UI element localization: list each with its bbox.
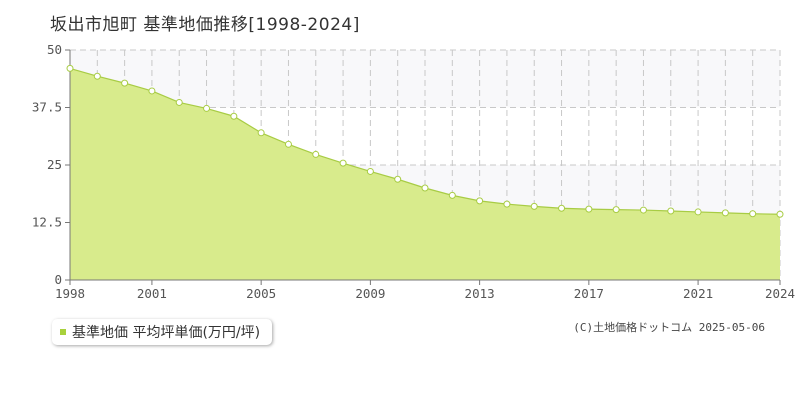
data-point	[721, 209, 729, 217]
data-point	[394, 175, 402, 183]
data-point	[175, 98, 183, 106]
x-tick-label: 2001	[137, 286, 167, 301]
data-point	[503, 200, 511, 208]
y-tick-label: 25	[47, 157, 62, 172]
x-tick-label: 2005	[246, 286, 276, 301]
x-tick-label: 1998	[55, 286, 85, 301]
data-point	[121, 79, 129, 87]
data-point	[530, 202, 538, 210]
data-point	[257, 129, 265, 137]
data-point	[66, 64, 74, 72]
tick-labels: 0 12.5 25 37.5 50 1998 2001 2005 2009 2013 2017 202…	[32, 42, 795, 301]
data-point	[421, 184, 429, 192]
chart: 0 12.5 25 37.5 50 1998 2001 2005 2009 2013 2017 202…	[32, 42, 795, 301]
x-tick-label: 2024	[765, 286, 795, 301]
y-tick-label: 0	[54, 272, 62, 287]
data-point	[667, 207, 675, 215]
copyright-text: (C)土地価格ドットコム 2025-05-06	[573, 321, 765, 334]
chart-title: 坂出市旭町 基準地価推移[1998-2024]	[50, 15, 360, 35]
data-point	[476, 197, 484, 205]
y-tick-label: 50	[47, 42, 62, 57]
data-point	[148, 87, 156, 95]
plot-band	[70, 50, 780, 108]
y-tick-label: 12.5	[32, 215, 62, 230]
data-point	[366, 167, 374, 175]
legend-label: 基準地価 平均坪単価(万円/坪)	[72, 325, 261, 341]
axes	[65, 49, 781, 285]
data-point	[776, 210, 784, 218]
x-tick-label: 2017	[574, 286, 604, 301]
data-point	[558, 204, 566, 212]
area-fill	[70, 68, 780, 281]
data-point	[585, 205, 593, 213]
data-point	[93, 72, 101, 80]
data-point	[694, 208, 702, 216]
chart-svg: 0 12.5 25 37.5 50 1998 2001 2005 2009 2013 2017 202…	[32, 42, 795, 301]
data-point	[612, 206, 620, 214]
y-tick-label: 37.5	[32, 100, 62, 115]
data-point	[639, 206, 647, 214]
legend: 基準地価 平均坪単価(万円/坪)	[52, 319, 273, 345]
data-point	[284, 140, 292, 148]
x-tick-label: 2021	[683, 286, 713, 301]
x-tick-label: 2009	[355, 286, 385, 301]
x-tick-label: 2013	[465, 286, 495, 301]
legend-swatch	[60, 329, 66, 335]
data-point	[339, 159, 347, 167]
data-point	[749, 210, 757, 218]
data-point	[203, 104, 211, 112]
data-point	[312, 150, 320, 158]
data-point	[230, 112, 238, 120]
data-point	[448, 191, 456, 199]
data-points	[66, 64, 784, 218]
